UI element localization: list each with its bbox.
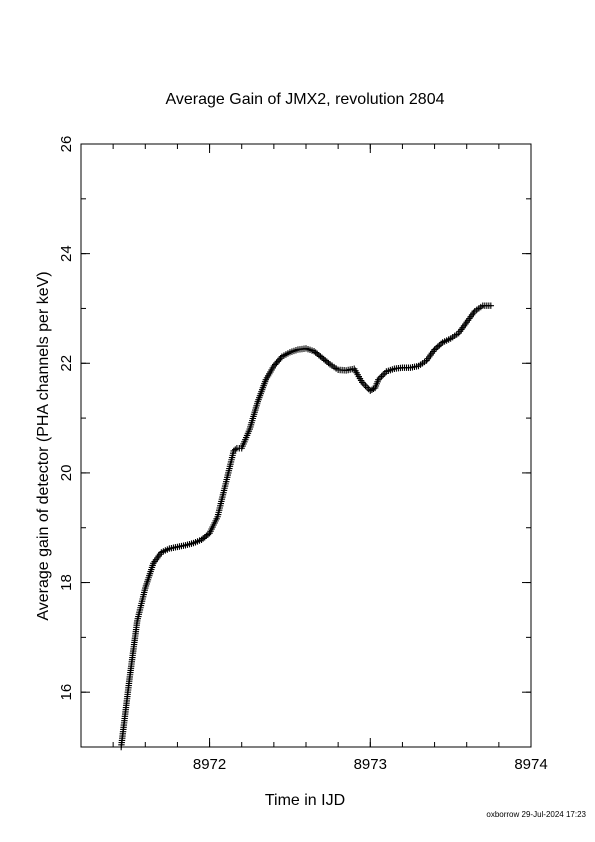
x-tick-label: 8974	[514, 756, 547, 773]
data-marker	[432, 344, 440, 352]
data-point	[214, 513, 221, 520]
data-point	[246, 425, 253, 433]
y-tick-label: 16	[58, 684, 75, 701]
data-point	[383, 368, 390, 375]
y-tick-label: 24	[58, 245, 75, 262]
data-point	[471, 308, 478, 315]
y-tick-label: 20	[58, 465, 75, 482]
data-point	[423, 357, 430, 364]
y-tick-label: 22	[58, 355, 75, 372]
data-marker	[277, 355, 284, 362]
data-point	[117, 743, 125, 751]
data-point	[286, 349, 294, 356]
data-point	[455, 329, 462, 337]
data-point	[142, 584, 149, 592]
data-point	[463, 318, 470, 326]
data-point	[174, 543, 181, 551]
data-point	[198, 536, 205, 543]
y-tick-label: 26	[58, 136, 75, 153]
data-point	[238, 445, 245, 452]
data-point	[407, 364, 414, 371]
data-point	[439, 339, 446, 346]
y-tick-label: 18	[58, 574, 75, 591]
data-point	[367, 387, 374, 394]
data-marker	[379, 371, 387, 378]
data-point	[126, 678, 133, 685]
data-point	[371, 384, 379, 392]
data-points	[117, 302, 495, 751]
data-point	[254, 398, 261, 405]
data-point	[334, 366, 342, 374]
data-point	[134, 617, 141, 625]
data-point	[431, 346, 438, 353]
data-point	[318, 354, 326, 361]
data-point	[262, 376, 270, 383]
data-point	[150, 560, 157, 567]
data-point	[359, 379, 366, 386]
data-point	[415, 362, 422, 370]
x-axis-label: Time in IJD	[265, 792, 345, 809]
data-point	[447, 335, 454, 342]
data-point	[270, 362, 278, 370]
data-point	[351, 365, 358, 372]
data-point	[479, 302, 486, 309]
data-point	[342, 367, 350, 374]
y-axis-label: Average gain of detector (PHA channels p…	[35, 271, 52, 620]
data-point	[182, 542, 189, 549]
data-point	[310, 348, 318, 355]
data-point	[487, 302, 495, 309]
data-point	[375, 376, 382, 383]
data-point	[230, 447, 237, 455]
plot-frame	[80, 143, 532, 748]
data-point	[391, 365, 398, 372]
data-point	[190, 539, 197, 547]
data-point	[302, 345, 310, 352]
data-point	[278, 353, 286, 360]
x-tick-label: 8973	[354, 756, 387, 773]
data-marker	[436, 342, 443, 349]
data-point	[222, 480, 229, 488]
data-point	[326, 361, 334, 368]
data-point	[206, 530, 213, 537]
x-tick-label: 8972	[193, 756, 226, 773]
chart-title: Average Gain of JMX2, revolution 2804	[166, 91, 445, 108]
axis-ticks	[80, 143, 532, 748]
data-marker	[362, 382, 369, 389]
data-marker	[378, 373, 385, 380]
tick-labels: 8972 8973 8974 16 18 20 22 24 26	[58, 136, 548, 773]
data-point	[158, 549, 165, 556]
data-marker	[434, 343, 441, 350]
data-point	[166, 545, 173, 552]
footer-credit: oxborrow 29-Jul-2024 17:23	[486, 810, 586, 819]
data-point	[294, 346, 302, 353]
data-point	[399, 364, 406, 371]
